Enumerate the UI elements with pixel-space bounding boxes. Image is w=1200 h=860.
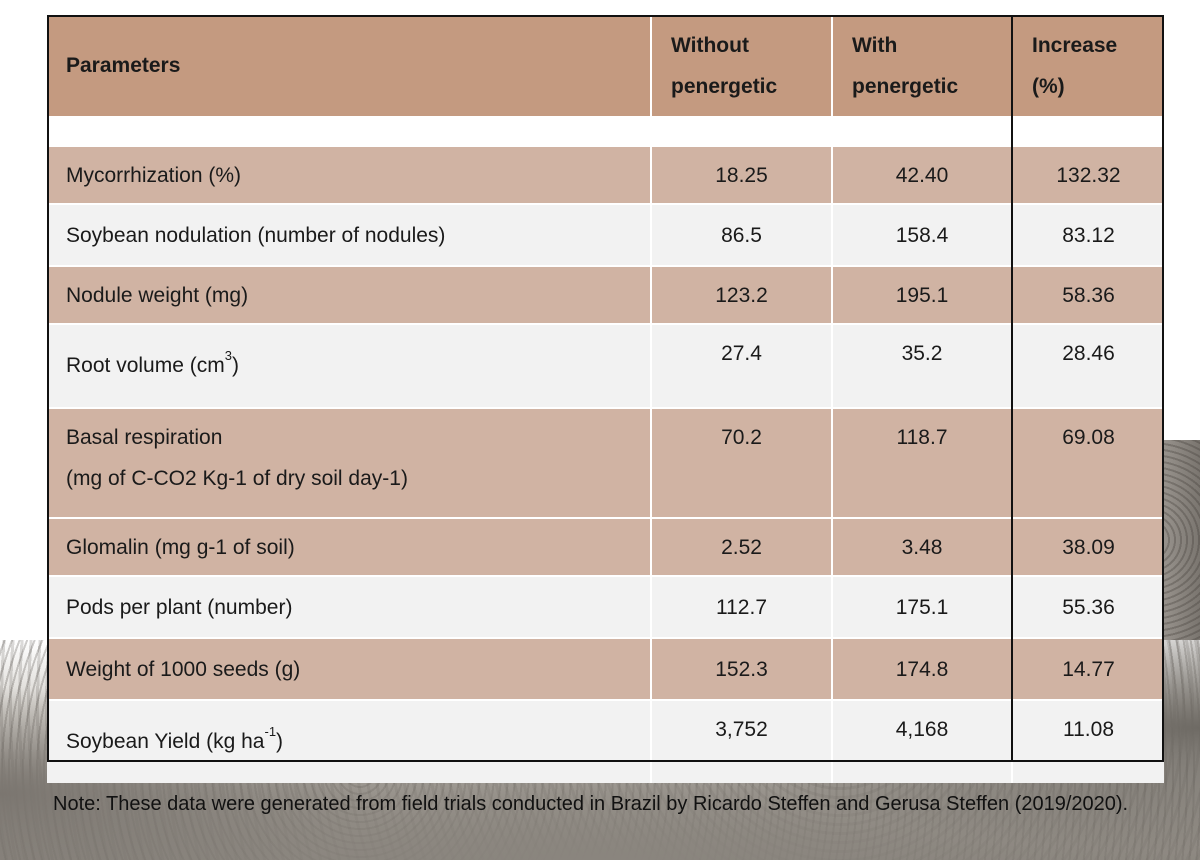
value-without: 152.3 (651, 637, 833, 700)
table-row: Weight of 1000 seeds (g) 152.3 174.8 14.… (47, 637, 1164, 700)
table-row: Basal respiration (mg of C-CO2 Kg-1 of dr… (47, 407, 1164, 518)
row-label: Soybean Yield (kg ha-1) (47, 699, 652, 783)
value-with: 3.48 (832, 517, 1013, 576)
table-row: Soybean Yield (kg ha-1) 3,752 4,168 11.0… (47, 699, 1164, 783)
header-parameters: Parameters (47, 15, 652, 117)
value-increase: 58.36 (1012, 265, 1164, 324)
row-label: Weight of 1000 seeds (g) (47, 637, 652, 700)
value-with: 118.7 (832, 407, 1013, 518)
table-row: Pods per plant (number) 112.7 175.1 55.3… (47, 575, 1164, 638)
value-without: 27.4 (651, 323, 833, 408)
table-row: Soybean nodulation (number of nodules) 8… (47, 203, 1164, 266)
value-with: 42.40 (832, 145, 1013, 204)
table-row: Mycorrhization (%) 18.25 42.40 132.32 (47, 145, 1164, 204)
header-without-penergetic: Without penergetic (651, 15, 833, 117)
value-increase: 83.12 (1012, 203, 1164, 266)
value-without: 70.2 (651, 407, 833, 518)
value-with: 4,168 (832, 699, 1013, 783)
row-label: Pods per plant (number) (47, 575, 652, 638)
value-without: 2.52 (651, 517, 833, 576)
table-row: Nodule weight (mg) 123.2 195.1 58.36 (47, 265, 1164, 324)
value-increase: 132.32 (1012, 145, 1164, 204)
value-with: 158.4 (832, 203, 1013, 266)
row-label: Soybean nodulation (number of nodules) (47, 203, 652, 266)
value-with: 174.8 (832, 637, 1013, 700)
row-label: Basal respiration (mg of C-CO2 Kg-1 of dr… (47, 407, 652, 518)
value-without: 123.2 (651, 265, 833, 324)
value-increase: 28.46 (1012, 323, 1164, 408)
table-row: Glomalin (mg g-1 of soil) 2.52 3.48 38.0… (47, 517, 1164, 576)
value-with: 35.2 (832, 323, 1013, 408)
value-without: 3,752 (651, 699, 833, 783)
value-increase: 11.08 (1012, 699, 1164, 783)
value-without: 112.7 (651, 575, 833, 638)
value-without: 86.5 (651, 203, 833, 266)
row-label: Mycorrhization (%) (47, 145, 652, 204)
value-increase: 38.09 (1012, 517, 1164, 576)
row-label: Root volume (cm3) (47, 323, 652, 408)
value-increase: 55.36 (1012, 575, 1164, 638)
table-header-row: Parameters Without penergetic With penerge… (47, 15, 1164, 117)
value-with: 195.1 (832, 265, 1013, 324)
header-increase: Increase (%) (1012, 15, 1164, 117)
value-increase: 14.77 (1012, 637, 1164, 700)
spacer-row (47, 116, 1164, 146)
header-with-penergetic: With penergetic (832, 15, 1013, 117)
row-label: Glomalin (mg g-1 of soil) (47, 517, 652, 576)
row-label: Nodule weight (mg) (47, 265, 652, 324)
footnote: Note: These data were generated from fie… (53, 793, 1129, 815)
results-table: Parameters Without penergetic With penerge… (47, 15, 1164, 783)
table-row: Root volume (cm3) 27.4 35.2 28.46 (47, 323, 1164, 408)
value-with: 175.1 (832, 575, 1013, 638)
value-increase: 69.08 (1012, 407, 1164, 518)
value-without: 18.25 (651, 145, 833, 204)
